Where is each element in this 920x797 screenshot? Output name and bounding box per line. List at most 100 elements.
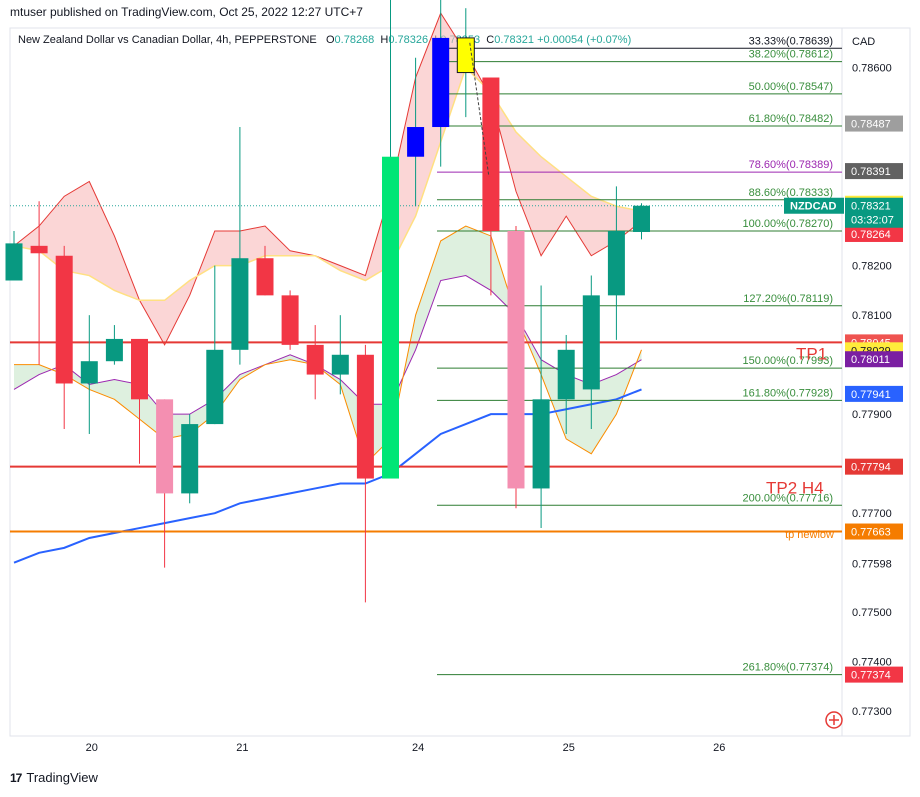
fib-label: 150.00%(0.77993) [742, 355, 833, 367]
current-price-tag [845, 197, 903, 228]
reset-button[interactable] [825, 711, 843, 729]
fib-label: 78.60%(0.78389) [749, 159, 833, 171]
price-tag-text: 0.78487 [851, 119, 891, 131]
price-tag-text: 0.78391 [851, 166, 891, 178]
price-tag [845, 385, 903, 402]
fib-label: 61.80%(0.78482) [749, 113, 833, 125]
price-tag [845, 351, 903, 368]
lower-cloud [14, 226, 642, 464]
time-tick: 20 [86, 742, 98, 754]
candle-body [507, 230, 525, 489]
fib-label: 200.00%(0.77716) [742, 492, 833, 504]
ma-clouds [14, 13, 642, 464]
fib-label: 161.80%(0.77928) [742, 387, 833, 399]
price-tick: 0.78100 [852, 310, 892, 322]
price-tag-text: 0.77794 [851, 462, 891, 474]
fib-label: 50.00%(0.78547) [749, 81, 833, 93]
candle-body [30, 245, 48, 254]
candle-body [105, 338, 123, 362]
candle-body [382, 156, 399, 479]
publisher-line: mtuser published on TradingView.com, Oct… [10, 5, 363, 19]
candle-body [206, 349, 224, 425]
candle-body [156, 399, 174, 494]
price-tag [845, 523, 903, 540]
price-tag [845, 115, 903, 132]
candle-body [432, 37, 450, 128]
currency-label: CAD [852, 36, 875, 48]
lower-purple-line [13, 275, 642, 415]
candle-body [532, 399, 550, 489]
price-tick: 0.77598 [852, 559, 892, 571]
candle-body [131, 338, 148, 400]
symbol-title: New Zealand Dollar vs Canadian Dollar, 4… [18, 34, 317, 46]
fib-label: 33.33%(0.78639) [749, 35, 833, 47]
price-tag [845, 163, 903, 180]
fib-label: 38.20%(0.78612) [749, 49, 833, 61]
tp-lines [10, 205, 842, 533]
tradingview-logo-icon: 17 [10, 770, 22, 785]
ohlc-close: C0.78321 [486, 34, 534, 46]
tp-newlow-label: tp newlow [785, 529, 834, 541]
annotations: TP1 TP2 H4 tp newlow [766, 345, 834, 541]
price-tick: 0.78600 [852, 63, 892, 75]
current-price-text: 0.78321 [851, 201, 891, 213]
price-tick: 0.77300 [852, 706, 892, 718]
symbol-tag [784, 197, 844, 214]
tp2-label: TP2 H4 [766, 478, 824, 497]
price-tag-text: 0.77374 [851, 670, 891, 682]
time-tick: 21 [236, 742, 248, 754]
time-tick: 25 [563, 742, 575, 754]
lower-orange-line [14, 225, 642, 465]
candles [5, 0, 650, 603]
symbol-legend: New Zealand Dollar vs Canadian Dollar, 4… [18, 34, 631, 46]
candle-body [582, 295, 600, 390]
candle-body [633, 205, 650, 232]
price-axis-labels: 0.784870.783910.783250.782640.780450.780… [784, 115, 903, 683]
price-tick: 0.77700 [852, 508, 892, 520]
candle-body [181, 424, 199, 494]
symbol-tag-text: NZDCAD [790, 201, 836, 213]
price-tick: 0.77500 [852, 607, 892, 619]
fib-label: 127.20%(0.78119) [743, 293, 833, 305]
time-tick: 24 [412, 742, 424, 754]
price-tag-text: 0.78264 [851, 229, 891, 241]
price-tag-text: 0.78011 [851, 354, 890, 366]
price-tick: 0.77900 [852, 409, 892, 421]
price-tick: 0.78200 [852, 261, 892, 273]
time-tick: 26 [713, 742, 725, 754]
dashed-trend-line [469, 42, 490, 177]
candle-body [557, 349, 575, 400]
price-tick: 0.77400 [852, 657, 892, 669]
candle-body [5, 243, 23, 281]
candle-body [80, 361, 98, 384]
price-axis-ticks: 0.78600 0.78200 0.78100 0.77900 0.77700 0.775… [852, 63, 892, 719]
price-tag-text: 0.77941 [851, 389, 891, 401]
price-tag [845, 225, 903, 242]
candle-body [306, 344, 324, 375]
fibonacci-levels: 33.33%(0.78639) 38.20%(0.78612) 50.00%(0.7… [437, 35, 842, 676]
candle-body [407, 127, 425, 157]
fib-label: 261.80%(0.77374) [742, 662, 833, 674]
time-axis: 20 21 24 25 26 [86, 742, 726, 754]
upper-cloud [14, 13, 642, 345]
price-axis-frame [841, 27, 911, 737]
tradingview-brand-text: TradingView [26, 770, 98, 785]
candle-body [256, 258, 274, 296]
price-tag-text: 0.77663 [851, 527, 891, 539]
ohlc-change: +0.00054 (+0.07%) [537, 34, 632, 46]
upper-red-line [13, 12, 642, 346]
candle-body [231, 258, 249, 350]
price-tag [845, 458, 903, 475]
ohlc-high: H0.78326 [380, 34, 429, 46]
candle-body [331, 354, 349, 375]
candle-body [356, 354, 374, 479]
candle-body [482, 77, 500, 231]
fib-label: 100.00%(0.78270) [742, 218, 833, 230]
countdown-text: 03:32:07 [851, 215, 894, 227]
ohlc-open: O0.78268 [325, 34, 375, 46]
tradingview-brand[interactable]: 17 TradingView [10, 770, 98, 785]
candle-body [281, 295, 299, 345]
candle-body [607, 230, 625, 296]
upper-yellow-line [13, 66, 642, 302]
